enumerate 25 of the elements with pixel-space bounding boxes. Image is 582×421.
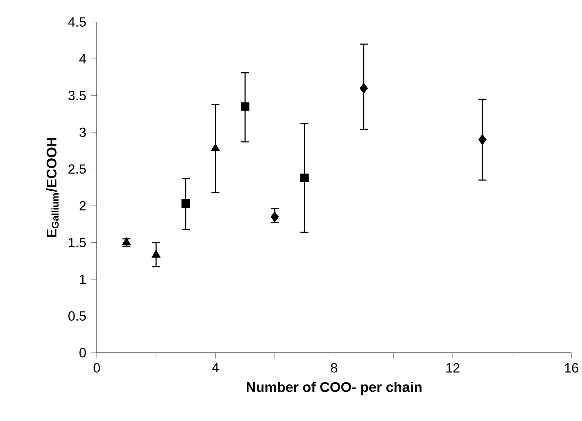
y-tick-label: 1 — [80, 274, 86, 284]
x-tick-label: 16 — [565, 363, 578, 373]
point — [241, 102, 250, 112]
point — [478, 134, 487, 146]
point — [270, 212, 280, 222]
point — [211, 144, 220, 152]
point — [182, 200, 190, 208]
point — [152, 250, 161, 258]
point — [360, 83, 368, 94]
x-tick-label: 4 — [212, 363, 219, 373]
y-tick-label: 3.5 — [68, 91, 86, 101]
y-tick-label: 0.5 — [68, 312, 86, 321]
x-tick-label: 0 — [94, 363, 100, 373]
y-tick-label: 0 — [80, 348, 86, 358]
y-tick-label: 3 — [80, 128, 86, 138]
y-tick-label: 1.5 — [69, 238, 86, 248]
x-tick-label: 12 — [446, 363, 460, 373]
text: E$_{Gallium}$/ECOOH — [46, 138, 59, 238]
y-tick-label: 2.5 — [68, 164, 86, 174]
y-tick-label: 4 — [80, 54, 86, 64]
y-tick-label: 4.5 — [68, 18, 86, 27]
point — [300, 174, 309, 182]
y-tick-label: 2 — [80, 201, 86, 211]
x-tick-label: 8 — [331, 363, 338, 373]
x-axis-title: Number of COO- per chain — [246, 382, 422, 396]
